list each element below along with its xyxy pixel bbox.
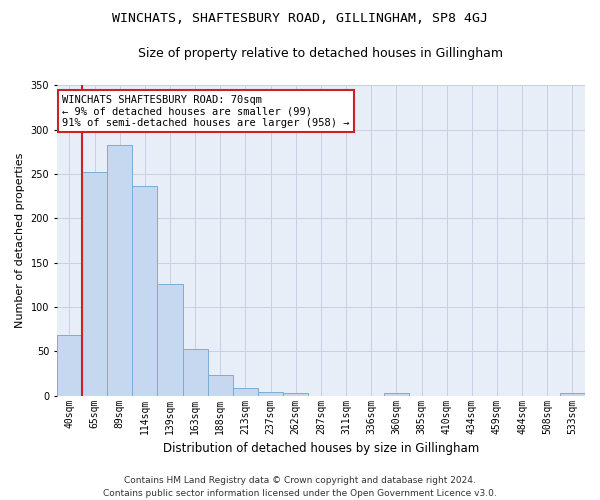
X-axis label: Distribution of detached houses by size in Gillingham: Distribution of detached houses by size … <box>163 442 479 455</box>
Y-axis label: Number of detached properties: Number of detached properties <box>15 153 25 328</box>
Bar <box>560 393 585 396</box>
Title: Size of property relative to detached houses in Gillingham: Size of property relative to detached ho… <box>139 48 503 60</box>
Text: Contains HM Land Registry data © Crown copyright and database right 2024.
Contai: Contains HM Land Registry data © Crown c… <box>103 476 497 498</box>
Bar <box>82 172 107 396</box>
Bar <box>283 393 308 396</box>
Bar <box>157 284 182 396</box>
Text: WINCHATS SHAFTESBURY ROAD: 70sqm
← 9% of detached houses are smaller (99)
91% of: WINCHATS SHAFTESBURY ROAD: 70sqm ← 9% of… <box>62 94 350 128</box>
Text: WINCHATS, SHAFTESBURY ROAD, GILLINGHAM, SP8 4GJ: WINCHATS, SHAFTESBURY ROAD, GILLINGHAM, … <box>112 12 488 26</box>
Bar <box>208 375 233 396</box>
Bar <box>258 392 283 396</box>
Bar <box>233 388 258 396</box>
Bar <box>182 348 208 396</box>
Bar <box>384 393 409 396</box>
Bar <box>57 336 82 396</box>
Bar <box>107 144 132 396</box>
Bar <box>132 186 157 396</box>
